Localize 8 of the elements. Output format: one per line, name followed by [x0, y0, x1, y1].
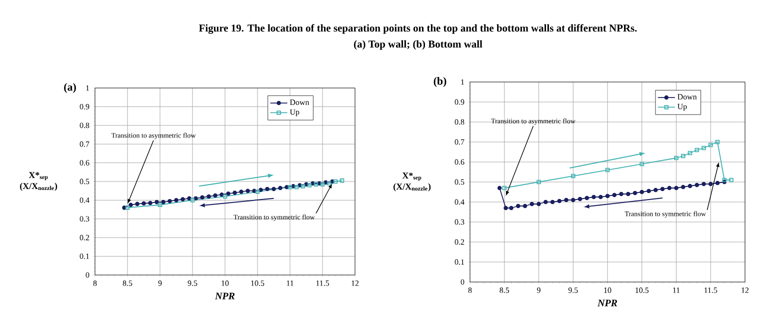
- y-axis-title: X*$_{sep}$ (X/X$_{nozzle}$): [394, 172, 431, 192]
- text: Figure 19. The location of the separation points on the top and the bottom walls at different NPRs.: [198, 24, 637, 34]
- text: (a) Top wall; (b) Bottom wall: [354, 40, 482, 50]
- text: (a): [64, 83, 76, 93]
- y-axis-title: X*$_{sep}$ (X/X$_{nozzle}$): [20, 172, 58, 191]
- x-axis-title: NPR: [214, 292, 235, 300]
- text: (b): [434, 77, 446, 87]
- x-axis-title: NPR: [597, 300, 618, 306]
